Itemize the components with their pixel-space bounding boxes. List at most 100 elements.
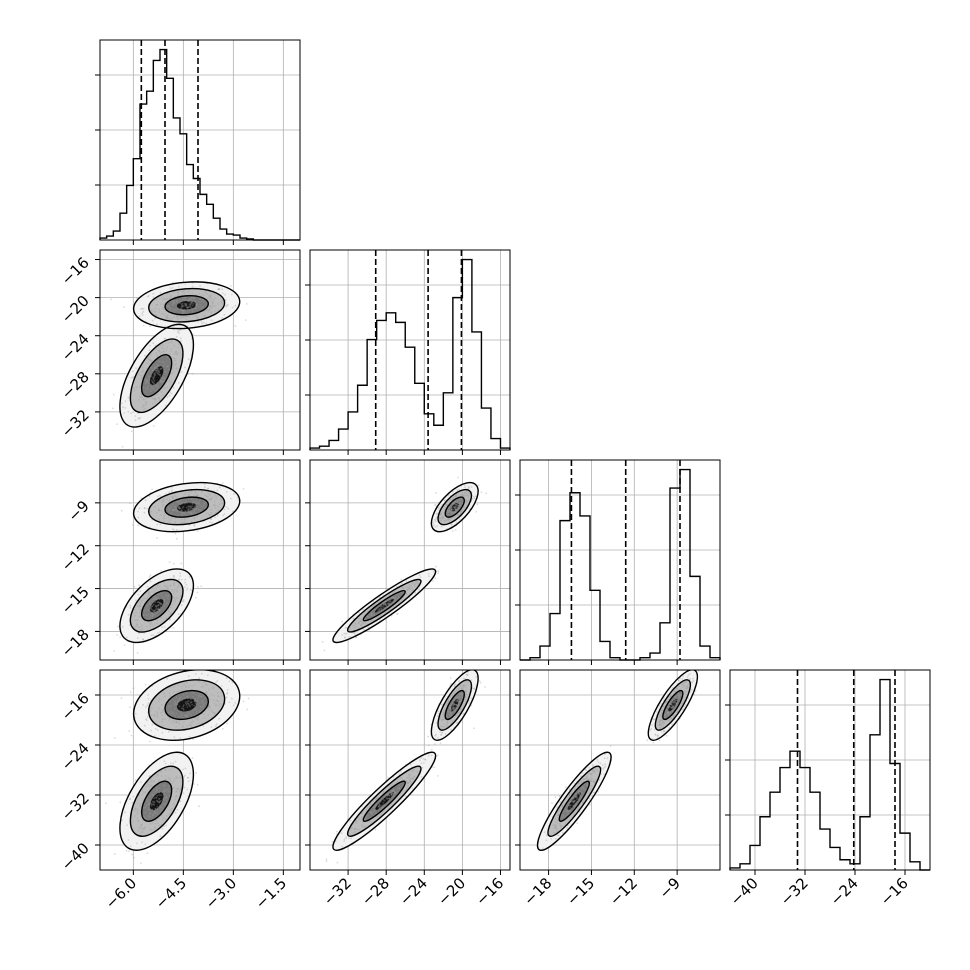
scatter-point [144, 683, 147, 686]
scatter-point [446, 511, 449, 514]
scatter-point [434, 734, 437, 737]
scatter-point [202, 694, 205, 697]
scatter-point [663, 721, 665, 723]
scatter-point [181, 716, 184, 719]
scatter-point [168, 394, 171, 397]
scatter-point [181, 699, 183, 702]
scatter-point [211, 496, 214, 499]
scatter-point [370, 811, 373, 814]
scatter-point [194, 508, 196, 511]
scatter-point [149, 709, 152, 712]
scatter-point [594, 768, 597, 771]
scatter-point [448, 707, 451, 709]
scatter-point [142, 310, 145, 313]
scatter-point [681, 708, 684, 711]
scatter-point [377, 616, 380, 618]
scatter-point [606, 757, 609, 760]
x-tick-label: −3.0 [202, 874, 240, 912]
scatter-point [154, 366, 156, 369]
scatter-point [378, 802, 381, 805]
scatter-point [161, 380, 164, 383]
density-contour [140, 780, 173, 822]
scatter-point [166, 386, 169, 388]
scatter-point [376, 816, 379, 818]
scatter-point [159, 379, 162, 382]
scatter-point [453, 699, 456, 701]
scatter-point [384, 600, 387, 603]
scatter-point [450, 711, 453, 714]
scatter-point [156, 794, 159, 797]
scatter-point [681, 683, 683, 686]
scatter-point [207, 297, 209, 300]
scatter-point [461, 492, 464, 494]
scatter-point [168, 380, 171, 382]
scatter-point [195, 303, 198, 306]
scatter-point [453, 496, 455, 499]
scatter-point [450, 513, 453, 515]
scatter-point [448, 514, 451, 517]
scatter-point [166, 365, 169, 368]
scatter-point [359, 617, 361, 620]
scatter-point [370, 812, 372, 814]
scatter-point [574, 799, 576, 802]
scatter-point [189, 705, 191, 708]
scatter-point [177, 501, 180, 503]
scatter-point [143, 816, 146, 819]
scatter-point [387, 791, 390, 794]
scatter-point [455, 503, 457, 506]
density-level [374, 792, 394, 811]
scatter-point [391, 783, 394, 786]
scatter-point [177, 586, 180, 589]
scatter-point [660, 719, 663, 722]
scatter-point [186, 695, 189, 698]
scatter-point [150, 634, 153, 637]
scatter-point [221, 502, 224, 505]
scatter-point [175, 528, 178, 531]
scatter-point [192, 708, 195, 711]
scatter-point [225, 304, 228, 307]
scatter-point [561, 806, 563, 809]
scatter-point [187, 776, 190, 779]
scatter-point [442, 722, 445, 725]
scatter-point [460, 497, 462, 500]
scatter-point [105, 802, 107, 805]
scatter-point [172, 627, 175, 629]
scatter-point [210, 709, 213, 712]
scatter-point [666, 711, 669, 714]
scatter-point [433, 743, 436, 745]
scatter-point [158, 371, 160, 373]
scatter-point [435, 565, 437, 568]
scatter-point [384, 606, 387, 609]
x-tick-label: −24 [396, 874, 431, 909]
scatter-point [211, 711, 214, 714]
scatter-point [142, 806, 145, 809]
scatter-point [392, 788, 395, 790]
scatter-point [670, 703, 672, 706]
scatter-point [194, 707, 196, 710]
scatter-point [157, 373, 160, 375]
density-level [176, 502, 197, 512]
scatter-point [123, 644, 126, 646]
scatter-point [162, 788, 165, 790]
scatter-point [203, 705, 206, 708]
scatter-point [176, 703, 179, 706]
scatter-point [146, 380, 149, 383]
scatter-point [231, 293, 233, 296]
scatter-point [412, 778, 415, 781]
scatter-point [462, 494, 465, 497]
scatter-point [180, 685, 183, 688]
scatter-point [453, 707, 455, 710]
scatter-point [602, 768, 605, 770]
scatter-point [673, 698, 676, 701]
scatter-point [476, 666, 478, 668]
scatter-point [147, 592, 150, 594]
scatter-point [658, 720, 661, 723]
scatter-point [174, 521, 177, 524]
scatter-point [125, 849, 128, 852]
scatter-point [149, 325, 152, 328]
scatter-point [397, 787, 400, 790]
scatter-point [133, 809, 136, 812]
scatter-point [191, 508, 194, 510]
scatter-point [152, 634, 155, 636]
scatter-point [208, 705, 211, 708]
